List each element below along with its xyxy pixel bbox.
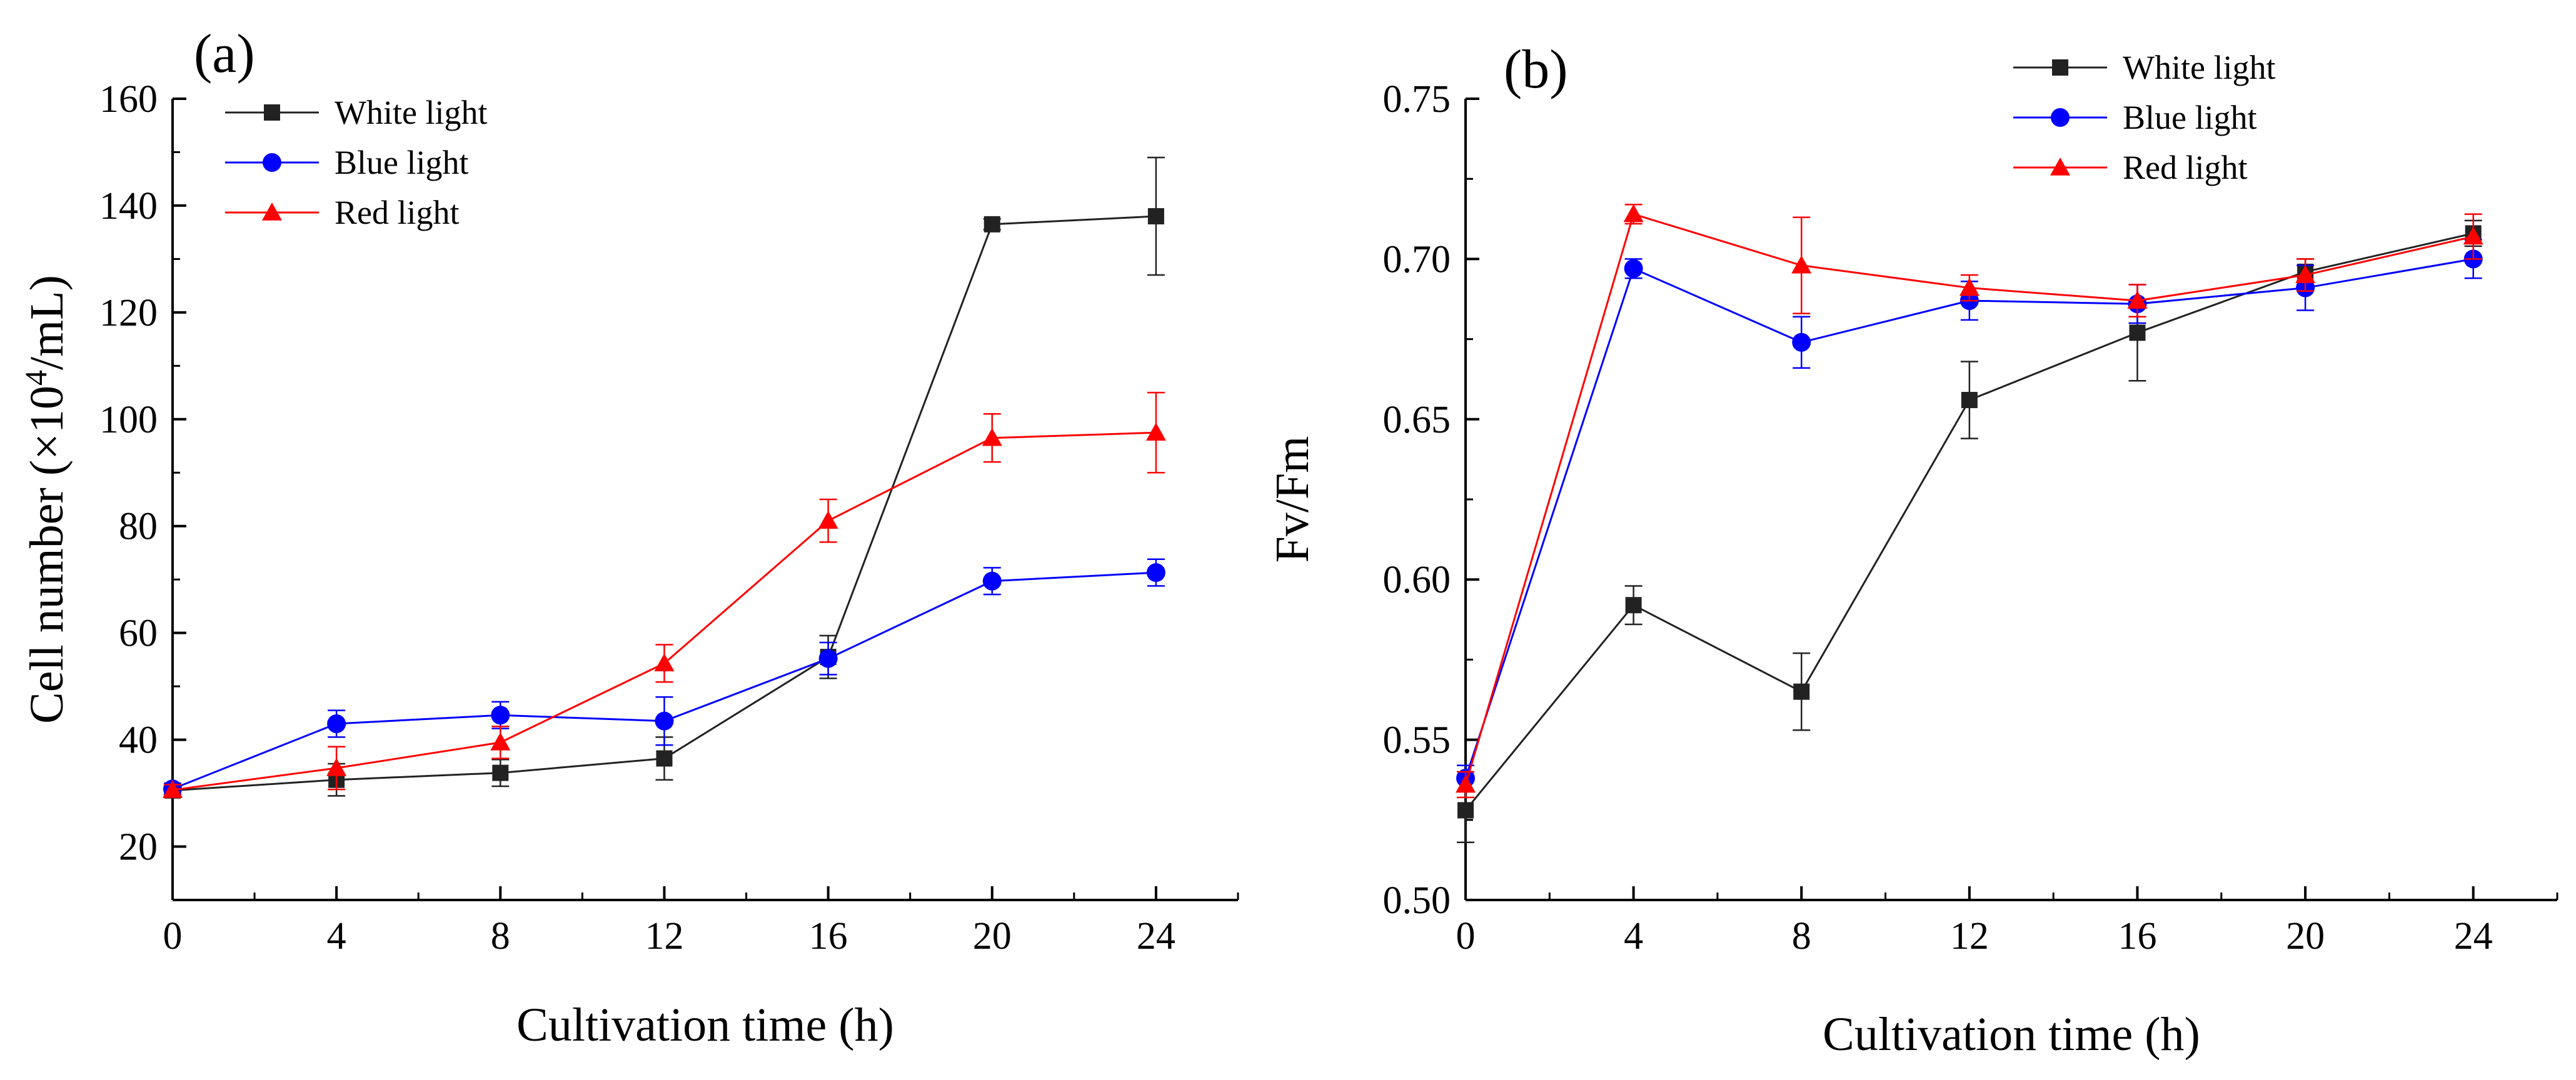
panel-label: (a)	[194, 24, 255, 84]
y-tick-label: 0.70	[1383, 238, 1451, 281]
x-tick-label: 16	[2118, 915, 2156, 958]
x-tick-label: 12	[1950, 915, 1989, 958]
legend-label: Red light	[335, 194, 460, 231]
x-axis-title: Cultivation time (h)	[516, 999, 894, 1051]
legend-entry: Red light	[2013, 149, 2248, 186]
legend-label: White light	[335, 94, 487, 131]
x-tick-label: 0	[163, 915, 183, 958]
legend-label: Blue light	[2123, 99, 2257, 136]
x-tick-label: 4	[1624, 915, 1643, 958]
legend-label: Blue light	[335, 144, 469, 181]
legend-marker	[2051, 108, 2070, 127]
data-point	[2129, 324, 2146, 341]
data-point	[655, 711, 674, 731]
y-tick-label: 160	[99, 78, 158, 121]
x-tick-label: 8	[1792, 915, 1811, 958]
x-tick-label: 24	[1137, 915, 1175, 958]
legend-entry: Blue light	[2013, 99, 2257, 136]
data-point	[1791, 255, 1812, 274]
data-point	[326, 758, 347, 776]
legend-entry: White light	[225, 94, 487, 131]
legend-entry: Blue light	[225, 144, 469, 181]
legend-marker	[2052, 59, 2068, 76]
data-point	[654, 653, 675, 672]
data-point	[984, 216, 1000, 232]
y-tick-label: 0.65	[1383, 399, 1451, 441]
series-red-light	[163, 391, 1166, 798]
x-tick-label: 8	[491, 915, 510, 958]
legend-label: Red light	[2123, 149, 2248, 186]
legend-entry: White light	[2013, 49, 2275, 86]
y-tick-label: 0.60	[1383, 559, 1451, 601]
series-blue-light	[163, 558, 1165, 799]
data-point	[1625, 597, 1642, 614]
y-tick-label: 20	[119, 826, 158, 869]
y-tick-label: 40	[119, 719, 158, 762]
y-tick-label: 140	[99, 185, 158, 228]
legend-marker	[262, 202, 282, 221]
data-point	[2463, 226, 2483, 245]
x-tick-label: 12	[645, 915, 683, 958]
data-point	[1959, 278, 1980, 296]
data-point	[1961, 392, 1978, 409]
data-point	[982, 571, 1002, 591]
series-blue-light	[1456, 239, 2483, 792]
panel-label: (b)	[1504, 39, 1568, 100]
data-point	[1624, 259, 1643, 278]
data-point	[1147, 208, 1164, 225]
data-point	[1457, 802, 1474, 819]
data-point	[1145, 422, 1166, 441]
data-point	[1456, 774, 1476, 793]
legend-marker	[263, 153, 281, 172]
series-red-light	[1456, 203, 2483, 799]
legend-marker	[264, 104, 280, 121]
y-axis-title: Cell number (×104/mL)	[18, 275, 73, 724]
data-point	[1623, 204, 1644, 222]
y-axis-title: Fv/Fm	[1266, 436, 1319, 563]
data-point	[1146, 563, 1165, 582]
data-point	[982, 428, 1002, 446]
data-point	[2295, 265, 2316, 283]
y-tick-label: 0.50	[1383, 879, 1451, 922]
x-tick-label: 16	[809, 915, 848, 958]
y-tick-label: 80	[119, 506, 158, 548]
x-tick-label: 24	[2454, 915, 2493, 958]
data-point	[2127, 291, 2148, 309]
data-point	[1792, 332, 1811, 352]
panel-b-fv-fm-chart: 0 4 8 12 16 20 24 0.50 0.55 0.60 0.65 0.70 0.75 White…	[1266, 39, 2558, 1061]
x-tick-label: 4	[327, 915, 346, 958]
series-line	[1464, 258, 2473, 779]
panel-a-cell-number-chart: 0 4 8 12 16 20 24 20 40 60 80 100 120 140 160 White lig…	[18, 24, 1239, 1051]
data-point	[492, 764, 509, 781]
data-point	[818, 649, 838, 668]
data-point	[327, 714, 346, 733]
y-tick-label: 0.75	[1383, 78, 1451, 121]
data-point	[656, 750, 673, 767]
legend-entry: Red light	[225, 194, 460, 231]
data-point	[491, 706, 510, 725]
legend-marker	[2050, 158, 2070, 176]
y-tick-label: 60	[119, 612, 158, 655]
legend-label: White light	[2123, 49, 2275, 86]
data-point	[1793, 683, 1810, 700]
y-tick-label: 0.55	[1383, 719, 1451, 762]
data-point	[163, 779, 183, 798]
x-axis-title: Cultivation time (h)	[1823, 1008, 2200, 1061]
data-point	[818, 511, 838, 529]
x-tick-label: 20	[2286, 915, 2325, 958]
x-tick-label: 20	[973, 915, 1012, 958]
y-tick-label: 100	[99, 399, 158, 441]
data-point	[490, 732, 511, 751]
x-tick-label: 0	[1456, 915, 1476, 958]
y-tick-label: 120	[99, 292, 158, 334]
